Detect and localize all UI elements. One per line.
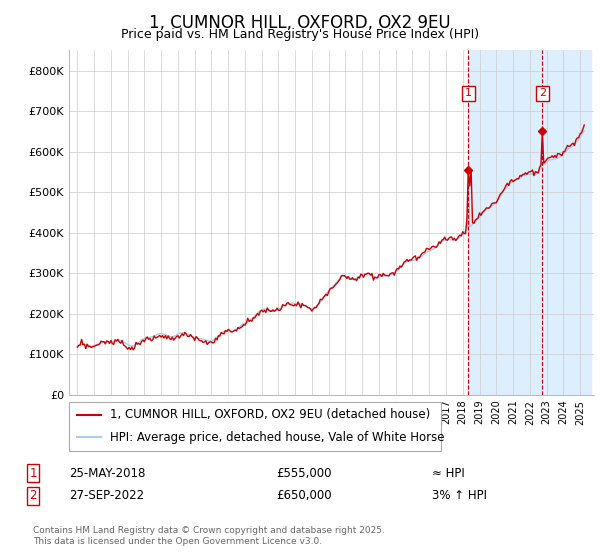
Text: 1: 1: [465, 88, 472, 99]
Text: Price paid vs. HM Land Registry's House Price Index (HPI): Price paid vs. HM Land Registry's House …: [121, 28, 479, 41]
Text: 1, CUMNOR HILL, OXFORD, OX2 9EU: 1, CUMNOR HILL, OXFORD, OX2 9EU: [149, 14, 451, 32]
Bar: [469, 50, 590, 395]
Text: 1: 1: [29, 466, 37, 480]
Text: 27-SEP-2022: 27-SEP-2022: [69, 489, 144, 502]
Text: £650,000: £650,000: [276, 489, 332, 502]
Text: 3% ↑ HPI: 3% ↑ HPI: [432, 489, 487, 502]
Text: £555,000: £555,000: [276, 466, 331, 480]
Text: 2: 2: [29, 489, 37, 502]
Text: 25-MAY-2018: 25-MAY-2018: [69, 466, 145, 480]
Text: HPI: Average price, detached house, Vale of White Horse: HPI: Average price, detached house, Vale…: [110, 431, 445, 444]
Text: ≈ HPI: ≈ HPI: [432, 466, 465, 480]
Text: Contains HM Land Registry data © Crown copyright and database right 2025.
This d: Contains HM Land Registry data © Crown c…: [33, 526, 385, 546]
Text: 1, CUMNOR HILL, OXFORD, OX2 9EU (detached house): 1, CUMNOR HILL, OXFORD, OX2 9EU (detache…: [110, 408, 430, 421]
Text: 2: 2: [539, 88, 546, 99]
